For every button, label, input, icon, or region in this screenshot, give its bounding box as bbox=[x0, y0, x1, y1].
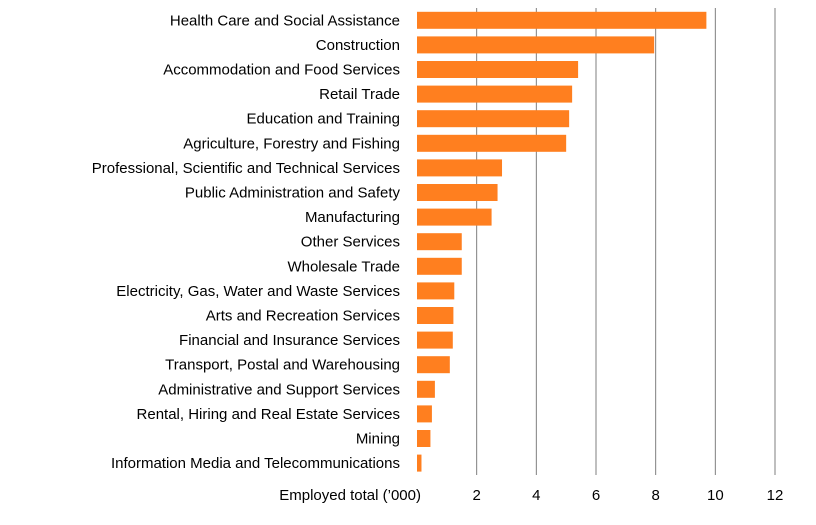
category-label: Wholesale Trade bbox=[287, 258, 400, 275]
bar bbox=[417, 233, 462, 251]
category-label: Retail Trade bbox=[319, 86, 400, 103]
bar bbox=[417, 331, 453, 349]
category-label: Health Care and Social Assistance bbox=[170, 12, 400, 29]
category-label: Manufacturing bbox=[305, 209, 400, 226]
bar bbox=[417, 11, 707, 29]
category-label: Public Administration and Safety bbox=[185, 185, 401, 202]
category-labels: Health Care and Social Assistance Constru… bbox=[92, 12, 401, 472]
bar bbox=[417, 159, 503, 177]
gridlines bbox=[476, 8, 776, 475]
category-label: Accommodation and Food Services bbox=[163, 62, 400, 79]
category-label: Other Services bbox=[301, 234, 400, 251]
bar bbox=[417, 61, 579, 78]
bar bbox=[417, 380, 435, 398]
bar bbox=[417, 184, 498, 201]
category-label: Construction bbox=[316, 37, 400, 54]
category-label: Rental, Hiring and Real Estate Services bbox=[137, 406, 400, 423]
category-label: Agriculture, Forestry and Fishing bbox=[183, 135, 400, 152]
bar bbox=[417, 134, 567, 152]
category-label: Professional, Scientific and Technical S… bbox=[92, 160, 400, 177]
bar bbox=[417, 85, 573, 103]
bar bbox=[417, 208, 492, 226]
x-tick-label: 8 bbox=[651, 487, 659, 504]
bar bbox=[417, 430, 431, 447]
bars bbox=[417, 11, 707, 472]
category-label: Financial and Insurance Services bbox=[179, 332, 400, 349]
category-label: Mining bbox=[356, 431, 400, 448]
x-tick-label: 6 bbox=[592, 487, 600, 504]
x-axis-title: Employed total (’000) bbox=[279, 487, 421, 504]
bar bbox=[417, 356, 450, 374]
x-tick-label: 4 bbox=[532, 487, 540, 504]
x-tick-label: 12 bbox=[767, 487, 784, 504]
bar bbox=[417, 405, 432, 423]
category-label: Administrative and Support Services bbox=[158, 381, 400, 398]
category-label: Electricity, Gas, Water and Waste Servic… bbox=[116, 283, 400, 300]
category-label: Information Media and Telecommunications bbox=[111, 455, 400, 472]
x-tick-label: 10 bbox=[707, 487, 724, 504]
bar bbox=[417, 307, 454, 324]
bar bbox=[417, 282, 455, 300]
category-label: Education and Training bbox=[247, 111, 400, 128]
bar bbox=[417, 257, 462, 275]
bar bbox=[417, 110, 570, 128]
bar bbox=[417, 36, 655, 54]
x-tick-label: 2 bbox=[472, 487, 480, 504]
bar bbox=[417, 454, 422, 472]
category-label: Arts and Recreation Services bbox=[206, 308, 400, 325]
x-axis-tick-labels: 2 4 6 8 10 12 bbox=[472, 487, 783, 504]
category-label: Transport, Postal and Warehousing bbox=[165, 357, 400, 374]
